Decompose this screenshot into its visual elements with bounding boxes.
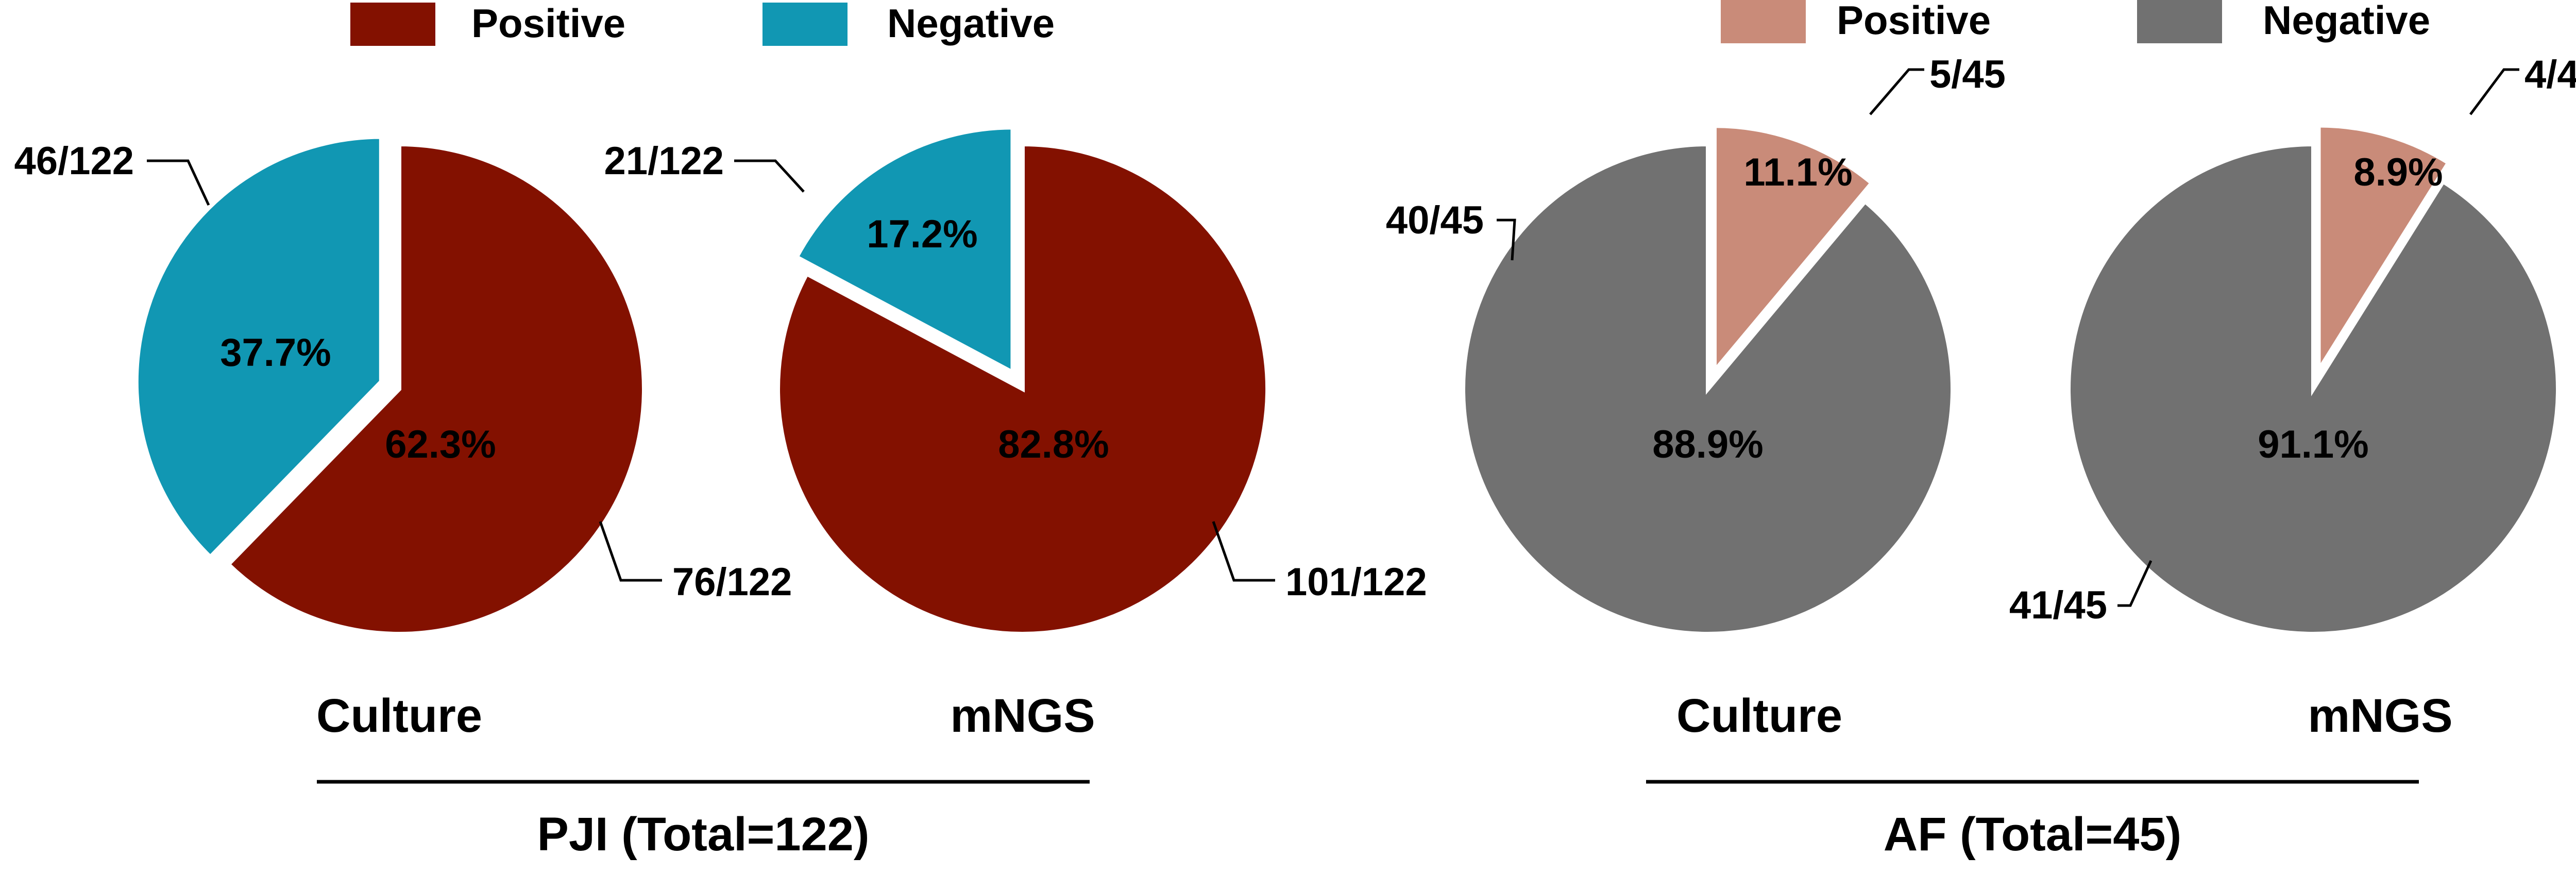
slice-pji-culture-negative [134, 135, 383, 560]
group-af: AF (Total=45) [1646, 780, 2419, 861]
slice-af-culture-positive [1712, 124, 1875, 377]
count-label-af-culture-positive: 5/45 [1929, 53, 2006, 96]
slice-label-pji-mngs-negative: 17.2% [867, 212, 978, 256]
leader-af-mngs-negative [2117, 560, 2153, 607]
slice-pji-mngs-positive [776, 142, 1269, 636]
legend-swatch-af-positive [1721, 0, 1806, 43]
slice-pji-culture-positive [225, 142, 646, 636]
leader-af-mngs-positive [2469, 68, 2519, 115]
slice-label-pji-mngs-positive: 82.8% [998, 423, 1109, 466]
method-label-af-culture: Culture [1676, 690, 1842, 742]
count-label-pji-mngs-positive: 101/122 [1285, 560, 1427, 604]
legend-label-af-positive: Positive [1837, 0, 1991, 43]
legend-swatch-af-negative [2137, 0, 2222, 43]
method-label-af-mngs: mNGS [2308, 690, 2452, 742]
group-label-pji: PJI (Total=122) [537, 808, 869, 861]
group-label-af: AF (Total=45) [1884, 808, 2181, 861]
method-label-pji-mngs: mNGS [950, 690, 1095, 742]
slice-af-mngs-negative [2066, 142, 2560, 636]
count-label-af-mngs-positive: 4/45 [2524, 53, 2576, 96]
slice-af-mngs-positive [2316, 123, 2451, 378]
leader-af-culture-negative [1497, 219, 1516, 261]
legend-label-pji-negative: Negative [887, 1, 1055, 46]
slice-label-af-culture-negative: 88.9% [1652, 423, 1764, 466]
slice-af-culture-negative [1461, 142, 1955, 636]
legend-swatch-pji-positive [350, 3, 435, 46]
pie-pji-mngs: 17.2% 82.8% 21/122 101/122 mNGS [604, 125, 1427, 742]
pie-af-mngs: 8.9% 91.1% 4/45 41/45 mNGS [2009, 53, 2576, 742]
group-pji: PJI (Total=122) [317, 780, 1090, 861]
count-label-pji-mngs-negative: 21/122 [604, 139, 724, 183]
leader-pji-mngs-positive [1212, 521, 1275, 582]
count-label-pji-culture-positive: 76/122 [672, 560, 792, 604]
slice-label-pji-culture-positive: 62.3% [385, 423, 496, 466]
pie-pji-culture: 37.7% 62.3% 46/122 76/122 Culture [14, 135, 792, 742]
legend-af: Positive Negative [1721, 0, 2430, 43]
leader-pji-culture-positive [599, 521, 662, 582]
count-label-af-culture-negative: 40/45 [1386, 198, 1484, 242]
pie-af-culture: 11.1% 88.9% 5/45 40/45 Culture [1386, 53, 2006, 742]
method-label-pji-culture: Culture [316, 690, 482, 742]
count-label-pji-culture-negative: 46/122 [14, 139, 134, 183]
legend-label-af-negative: Negative [2263, 0, 2430, 43]
count-label-af-mngs-negative: 41/45 [2009, 583, 2107, 627]
slice-label-pji-culture-negative: 37.7% [220, 331, 331, 375]
leader-af-culture-positive [1869, 68, 1924, 115]
legend-swatch-pji-negative [762, 3, 848, 46]
slice-label-af-culture-positive: 11.1% [1743, 150, 1852, 194]
legend-pji: Positive Negative [350, 1, 1055, 46]
leader-pji-culture-negative [147, 159, 210, 206]
leader-pji-mngs-negative [734, 159, 805, 193]
slice-label-af-mngs-positive: 8.9% [2353, 150, 2443, 194]
slice-label-af-mngs-negative: 91.1% [2258, 423, 2369, 466]
legend-label-pji-positive: Positive [471, 1, 625, 46]
slice-pji-mngs-negative [793, 125, 1015, 376]
